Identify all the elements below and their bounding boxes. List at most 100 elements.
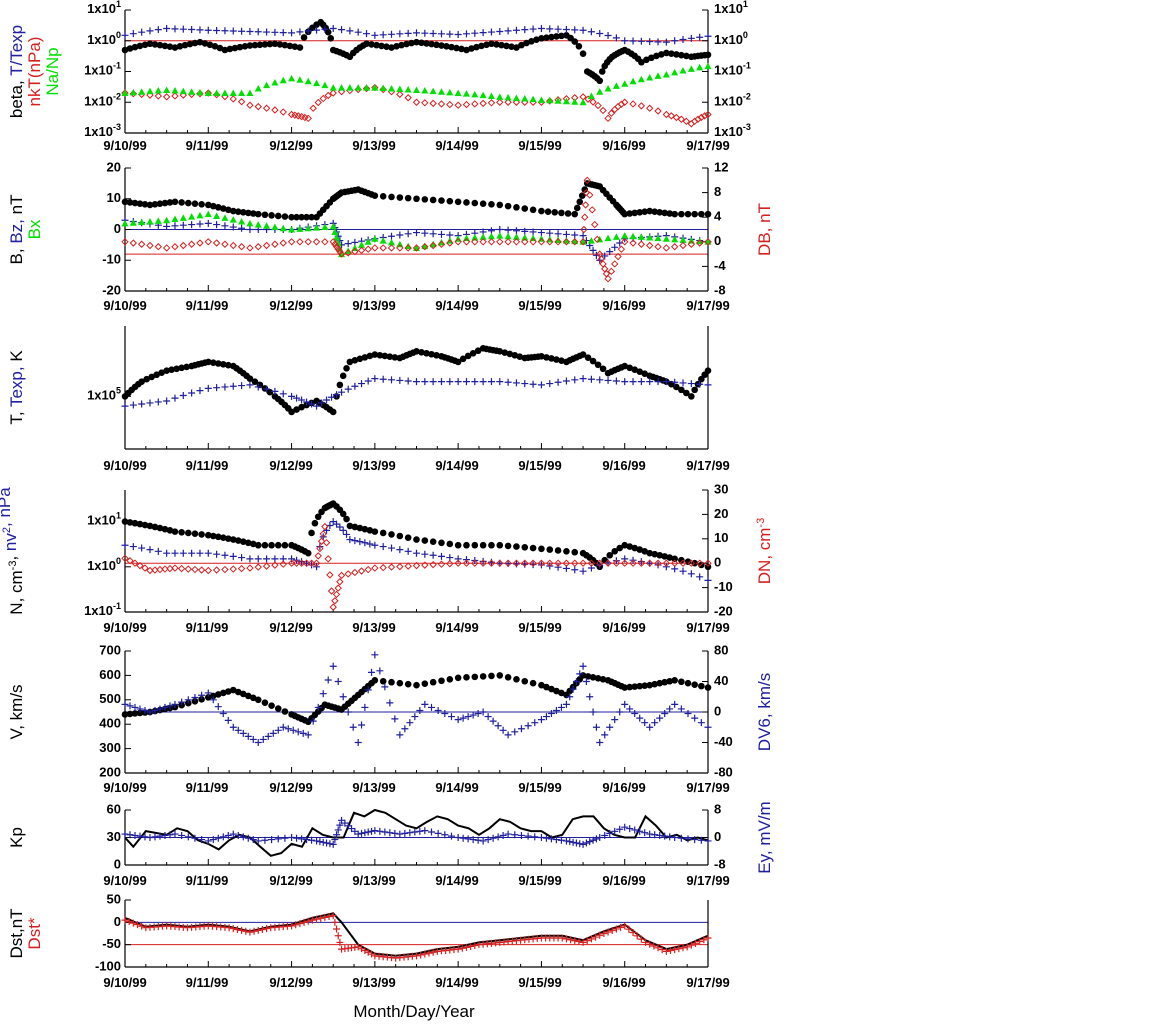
data-point	[697, 113, 706, 122]
data-point	[316, 838, 324, 846]
data-point	[249, 540, 257, 548]
data-point	[446, 100, 454, 109]
data-point	[298, 403, 305, 411]
y-axis-title-part: Kp	[7, 827, 26, 848]
data-point	[573, 204, 581, 212]
data-point	[183, 363, 190, 371]
y-axis-title-part: DV6, km/s	[755, 673, 774, 751]
data-point	[371, 235, 379, 242]
data-point	[364, 828, 372, 836]
data-point	[254, 383, 262, 391]
data-point	[662, 947, 670, 955]
data-point	[386, 699, 394, 707]
data-point	[463, 199, 470, 206]
data-point	[254, 837, 262, 845]
x-tick-label: 9/16/99	[602, 298, 645, 313]
y-right-tick-label: -8	[714, 856, 726, 871]
y-left-tick-label: 1x100	[87, 30, 121, 47]
data-point	[646, 940, 654, 948]
data-point	[163, 549, 171, 557]
data-point	[487, 28, 495, 36]
y-axis-title-right: Ey, mV/m	[755, 801, 774, 873]
data-point	[404, 680, 412, 688]
data-point	[304, 731, 312, 739]
data-point	[598, 68, 606, 75]
data-point	[546, 229, 554, 237]
data-point	[188, 88, 196, 95]
data-point	[575, 938, 583, 946]
x-tick-label: 9/10/99	[103, 975, 146, 990]
y-right-tick-label: 12	[714, 159, 728, 174]
data-point	[121, 700, 129, 708]
chart-panel-2: -20 -10 0 10 20 -8 -4 0 4 8 12 9/10/99 9/11/99 9/12/9…	[7, 159, 774, 313]
data-point	[504, 226, 512, 234]
data-point	[671, 210, 678, 218]
data-point	[381, 352, 389, 360]
data-point	[158, 369, 165, 376]
data-point	[198, 691, 206, 699]
data-point	[538, 353, 545, 360]
data-point	[586, 191, 594, 199]
data-point	[562, 230, 570, 238]
data-point	[121, 518, 129, 525]
data-point	[256, 41, 264, 49]
data-point	[296, 920, 304, 928]
data-point	[646, 830, 654, 838]
x-tick-label: 9/12/99	[269, 458, 312, 473]
data-point	[589, 836, 597, 844]
data-point	[580, 225, 588, 234]
data-point	[546, 96, 554, 104]
data-point	[133, 921, 141, 929]
data-point	[417, 951, 425, 959]
data-point	[321, 913, 329, 921]
data-point	[446, 554, 454, 562]
y-right-tick-label: 10	[714, 530, 728, 545]
data-point	[579, 938, 587, 946]
data-point	[274, 705, 282, 712]
data-point	[288, 555, 296, 563]
data-point	[518, 41, 525, 49]
data-point	[327, 587, 336, 595]
x-tick-label: 9/12/99	[269, 780, 312, 795]
data-point	[607, 267, 616, 276]
data-point	[612, 233, 620, 240]
y-axis-title-part: 2	[1, 527, 13, 533]
data-point	[521, 233, 529, 241]
data-point	[216, 44, 224, 52]
data-point	[404, 562, 412, 570]
data-point	[537, 238, 546, 246]
data-point	[504, 202, 512, 210]
data-point	[266, 40, 274, 48]
data-point	[629, 559, 637, 567]
data-point	[508, 43, 515, 51]
data-point	[179, 391, 187, 399]
data-point	[562, 237, 570, 244]
y-axis-title-left: nkT(nPa)	[25, 37, 44, 107]
data-point	[287, 238, 296, 246]
data-point	[571, 559, 579, 567]
y-axis-title-left: Bx	[25, 219, 44, 239]
data-point	[517, 725, 525, 733]
data-point	[298, 835, 306, 843]
data-point	[141, 521, 149, 529]
data-point	[537, 229, 545, 237]
data-point	[338, 26, 346, 34]
data-point	[488, 40, 495, 48]
data-point	[319, 838, 327, 846]
data-point	[636, 827, 644, 835]
data-point	[413, 348, 420, 355]
data-point	[308, 529, 315, 537]
data-point	[146, 522, 154, 530]
data-point	[188, 26, 196, 34]
data-point	[521, 559, 529, 567]
data-point	[204, 358, 212, 366]
data-point	[678, 51, 685, 59]
data-point	[521, 543, 529, 551]
data-point	[636, 208, 644, 216]
data-point	[524, 722, 532, 730]
data-point	[429, 538, 437, 545]
data-point	[379, 31, 387, 39]
data-point	[576, 198, 584, 206]
data-point	[576, 670, 584, 678]
data-point	[654, 107, 662, 115]
